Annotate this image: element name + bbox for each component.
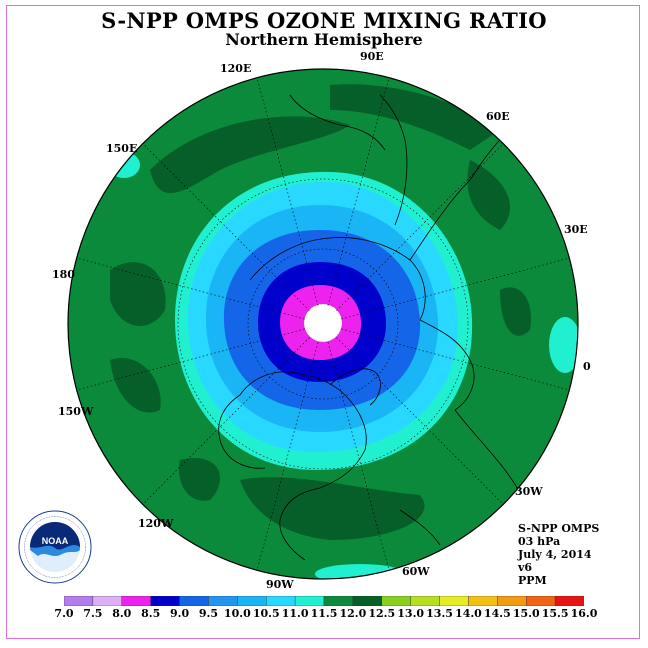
meridian-line xyxy=(341,328,570,391)
lon-label-30e: 30E xyxy=(564,223,588,236)
colorbar-cell xyxy=(468,596,498,606)
colorbar-label: 11.0 xyxy=(281,607,309,620)
colorbar-label: 14.5 xyxy=(483,607,511,620)
edge-cyan-south xyxy=(315,564,405,579)
graticule-meridians xyxy=(76,77,570,571)
lon-label-60e: 60E xyxy=(486,110,510,123)
colorbar-cell xyxy=(150,596,180,606)
logo-text: NOAA xyxy=(42,536,69,546)
info-level: 03 hPa xyxy=(518,535,561,548)
band-patch-east-2 xyxy=(500,287,531,336)
coast-eurasia-arctic xyxy=(249,237,426,321)
polar-no-data-stipple xyxy=(303,303,343,343)
lon-label-90w: 90W xyxy=(266,578,294,591)
coast-north-america xyxy=(239,371,367,561)
figure-frame xyxy=(6,5,640,639)
lon-label-90e: 90E xyxy=(360,50,384,63)
coast-greenland xyxy=(329,368,381,406)
colorbar-cell xyxy=(266,596,296,606)
colorbar-label: 8.0 xyxy=(112,607,132,620)
noaa-logo-icon: NOAA xyxy=(18,510,92,584)
meridian-line xyxy=(76,328,305,391)
colorbar-cell xyxy=(439,596,469,606)
colorbar-cell xyxy=(64,596,94,606)
band-patch-south-2 xyxy=(179,458,220,501)
colorbar xyxy=(64,596,584,606)
band-patch-southwest xyxy=(110,358,161,413)
coast-india xyxy=(289,94,386,151)
info-version: v6 xyxy=(518,561,533,574)
colorbar-label: 11.5 xyxy=(310,607,338,620)
graticule-latitudes xyxy=(177,178,469,470)
colorbar-label: 16.0 xyxy=(570,607,598,620)
info-date: July 4, 2014 xyxy=(518,548,592,561)
meridian-line xyxy=(142,337,310,505)
colorbar-label: 9.5 xyxy=(198,607,219,620)
lon-label-150w: 150W xyxy=(58,405,94,418)
lon-label-60w: 60W xyxy=(402,565,430,578)
info-instrument: S-NPP OMPS xyxy=(518,522,600,535)
colorbar-cell xyxy=(526,596,556,606)
colorbar-label: 14.0 xyxy=(455,607,482,620)
band-patch-south xyxy=(240,477,425,540)
map-subtitle: Northern Hemisphere xyxy=(225,30,423,49)
polar-no-data xyxy=(304,304,342,342)
info-panel: S-NPP OMPS 03 hPa July 4, 2014 v6 PPM xyxy=(518,522,599,587)
lon-label-0: 0 xyxy=(583,360,591,373)
map-boundary xyxy=(67,68,579,580)
map-title: S-NPP OMPS OZONE MIXING RATIO xyxy=(101,8,547,33)
colorbar-cell xyxy=(294,596,325,606)
meridian-line xyxy=(256,77,319,306)
colorbar-cell xyxy=(92,596,122,606)
lon-label-120e: 120E xyxy=(220,62,252,75)
edge-cyan-east xyxy=(549,317,578,373)
coast-europe xyxy=(419,319,475,411)
meridian-line xyxy=(256,342,319,571)
colorbar-cell xyxy=(121,596,151,606)
coast-asia-east xyxy=(409,139,501,261)
colorbar-label: 12.0 xyxy=(339,607,367,620)
colorbar-cell xyxy=(352,596,382,606)
meridian-line xyxy=(336,337,504,505)
colorbar-label: 15.0 xyxy=(512,607,540,620)
meridian-line xyxy=(327,77,390,306)
lon-label-150e: 150E xyxy=(106,142,138,155)
info-units: PPM xyxy=(518,574,547,587)
band-patch-east xyxy=(467,160,510,230)
colorbar-cell xyxy=(381,596,411,606)
colorbar-label: 13.0 xyxy=(397,607,425,620)
coast-china xyxy=(379,94,408,226)
colorbar-cell xyxy=(497,596,527,606)
colorbar-cell xyxy=(237,596,267,606)
lon-label-30w: 30W xyxy=(515,485,543,498)
colorbar-cell xyxy=(208,596,238,606)
colorbar-cell xyxy=(554,596,584,606)
meridian-line xyxy=(76,257,305,320)
meridian-line xyxy=(341,257,570,320)
colorbar-label: 10.5 xyxy=(252,607,280,620)
band-patch-north xyxy=(150,116,350,194)
colorbar-label: 10.0 xyxy=(223,607,251,620)
band-patch-northeast xyxy=(330,84,500,150)
lon-label-180: 180 xyxy=(52,268,75,281)
colorbar-label: 7.0 xyxy=(54,607,74,620)
colorbar-label: 15.5 xyxy=(541,607,569,620)
colorbar-label: 7.5 xyxy=(83,607,103,620)
band-patch-west xyxy=(110,262,166,327)
colorbar-label: 8.5 xyxy=(141,607,161,620)
coastlines xyxy=(218,94,541,561)
colorbar-cell xyxy=(323,596,354,606)
coast-south-america xyxy=(399,509,441,546)
meridian-line xyxy=(336,143,504,311)
colorbar-label: 13.5 xyxy=(426,607,453,620)
meridian-line xyxy=(142,143,310,311)
colorbar-cell xyxy=(410,596,440,606)
meridian-line xyxy=(327,342,390,571)
colorbar-cell xyxy=(179,596,209,606)
colorbar-label: 9.0 xyxy=(169,607,190,620)
coast-alaska xyxy=(218,394,266,469)
lon-label-120w: 120W xyxy=(138,517,174,530)
colorbar-label: 12.5 xyxy=(368,607,396,620)
